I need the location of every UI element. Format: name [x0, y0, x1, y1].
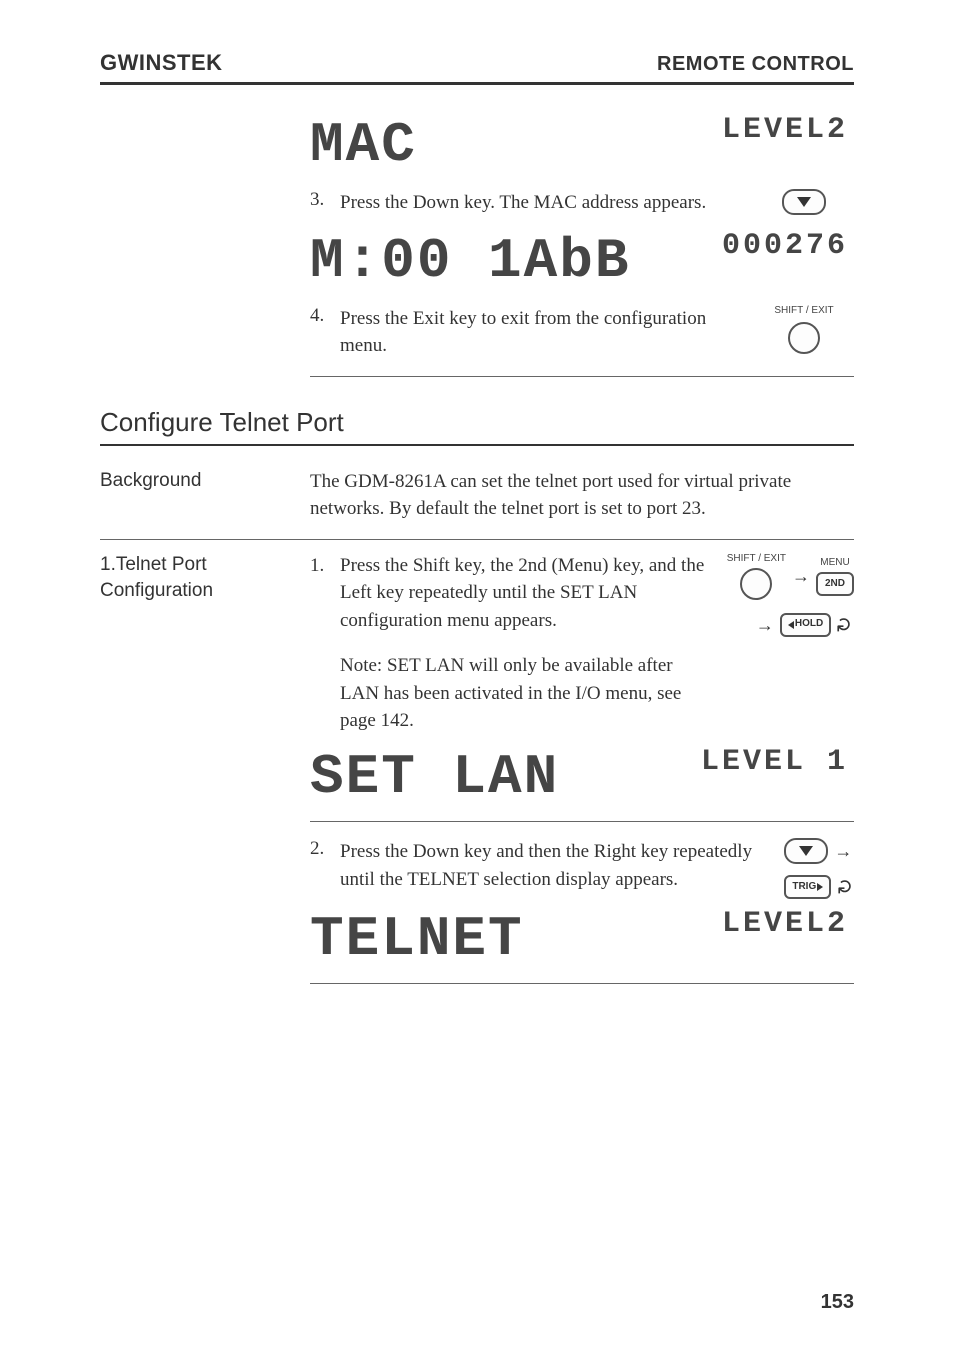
section-heading-telnet: Configure Telnet Port [100, 407, 854, 438]
hold-key-icon: HOLD [780, 613, 831, 637]
background-label: Background [100, 468, 286, 495]
arrow-icon: → [834, 841, 852, 862]
page-header: GWINSTEK REMOTE CONTROL [100, 50, 854, 76]
step-2: 2. Press the Down key and then the Right… [310, 838, 854, 899]
arrow-icon: → [756, 612, 774, 638]
step-number: 3. [310, 189, 328, 211]
telnet-step1-row: 1.Telnet Port Configuration 1. Press the… [100, 552, 854, 735]
step1-keys: SHIFT / EXIT → MENU 2ND → HOLD ↺ [727, 552, 854, 640]
step3-keys [754, 189, 854, 215]
step-number: 4. [310, 305, 328, 327]
lcd-row-mac: MAC LEVEL2 [310, 115, 854, 173]
mac-block: MAC LEVEL2 3. Press the Down key. The MA… [310, 115, 854, 377]
step-text: Press the Down key. The MAC address appe… [340, 189, 742, 217]
arrow-icon: → [792, 563, 810, 589]
step1-note: Note: SET LAN will only be available aft… [340, 652, 715, 735]
second-key-icon: 2ND [816, 572, 854, 596]
lcd-main-telnet: TELNET [310, 911, 524, 967]
step-3: 3. Press the Down key. The MAC address a… [310, 189, 854, 217]
background-text: The GDM-8261A can set the telnet port us… [310, 468, 854, 523]
lcd-row-telnet: TELNET LEVEL2 [310, 909, 854, 967]
shift-exit-label: SHIFT / EXIT [774, 305, 833, 316]
step-text: Press the Down key and then the Right ke… [340, 838, 772, 893]
step-4: 4. Press the Exit key to exit from the c… [310, 305, 854, 360]
lcd-setlan-block: SET LAN LEVEL 1 2. Press the Down key an… [310, 747, 854, 984]
lcd-main-mac: MAC [310, 117, 417, 173]
repeat-icon: ↺ [833, 878, 858, 895]
menu-label: MENU [820, 556, 849, 571]
header-rule [100, 82, 854, 85]
shift-exit-key-icon [740, 568, 772, 600]
lcd-main-setlan: SET LAN [310, 749, 559, 805]
step-text: Press the Exit key to exit from the conf… [340, 305, 742, 360]
repeat-icon: ↺ [831, 616, 860, 633]
step2-keys: → TRIG ↺ [784, 838, 854, 899]
step-text: Press the Shift key, the 2nd (Menu) key,… [340, 552, 715, 635]
section-heading-rule [100, 444, 854, 446]
divider [100, 539, 854, 540]
step4-keys: SHIFT / EXIT [754, 305, 854, 354]
lcd-sub-level2: LEVEL2 [722, 115, 848, 173]
down-key-icon [784, 838, 828, 864]
shift-exit-key-icon [788, 322, 820, 354]
step1-content: 1. Press the Shift key, the 2nd (Menu) k… [310, 552, 854, 735]
step-number: 2. [310, 838, 328, 860]
chapter-title: REMOTE CONTROL [657, 53, 854, 76]
trig-key-icon: TRIG [784, 875, 831, 899]
shift-exit-label: SHIFT / EXIT [727, 552, 786, 567]
divider [310, 376, 854, 377]
lcd-row-mac-addr: M:00 1AbB 000276 [310, 231, 854, 289]
lcd-row-setlan: SET LAN LEVEL 1 [310, 747, 854, 805]
lcd-main-macaddr: M:00 1AbB [310, 233, 630, 289]
divider [310, 821, 854, 822]
brand-logo: GWINSTEK [100, 50, 223, 76]
down-key-icon [782, 189, 826, 215]
lcd-sub-macaddr: 000276 [722, 231, 848, 289]
lcd-sub-level1: LEVEL 1 [701, 747, 848, 805]
background-row: Background The GDM-8261A can set the tel… [100, 468, 854, 523]
lcd-sub-level2b: LEVEL2 [722, 909, 848, 967]
step-number: 1. [310, 552, 328, 580]
step1-label: 1.Telnet Port Configuration [100, 552, 286, 605]
divider [310, 983, 854, 984]
page-number: 153 [821, 1291, 854, 1314]
